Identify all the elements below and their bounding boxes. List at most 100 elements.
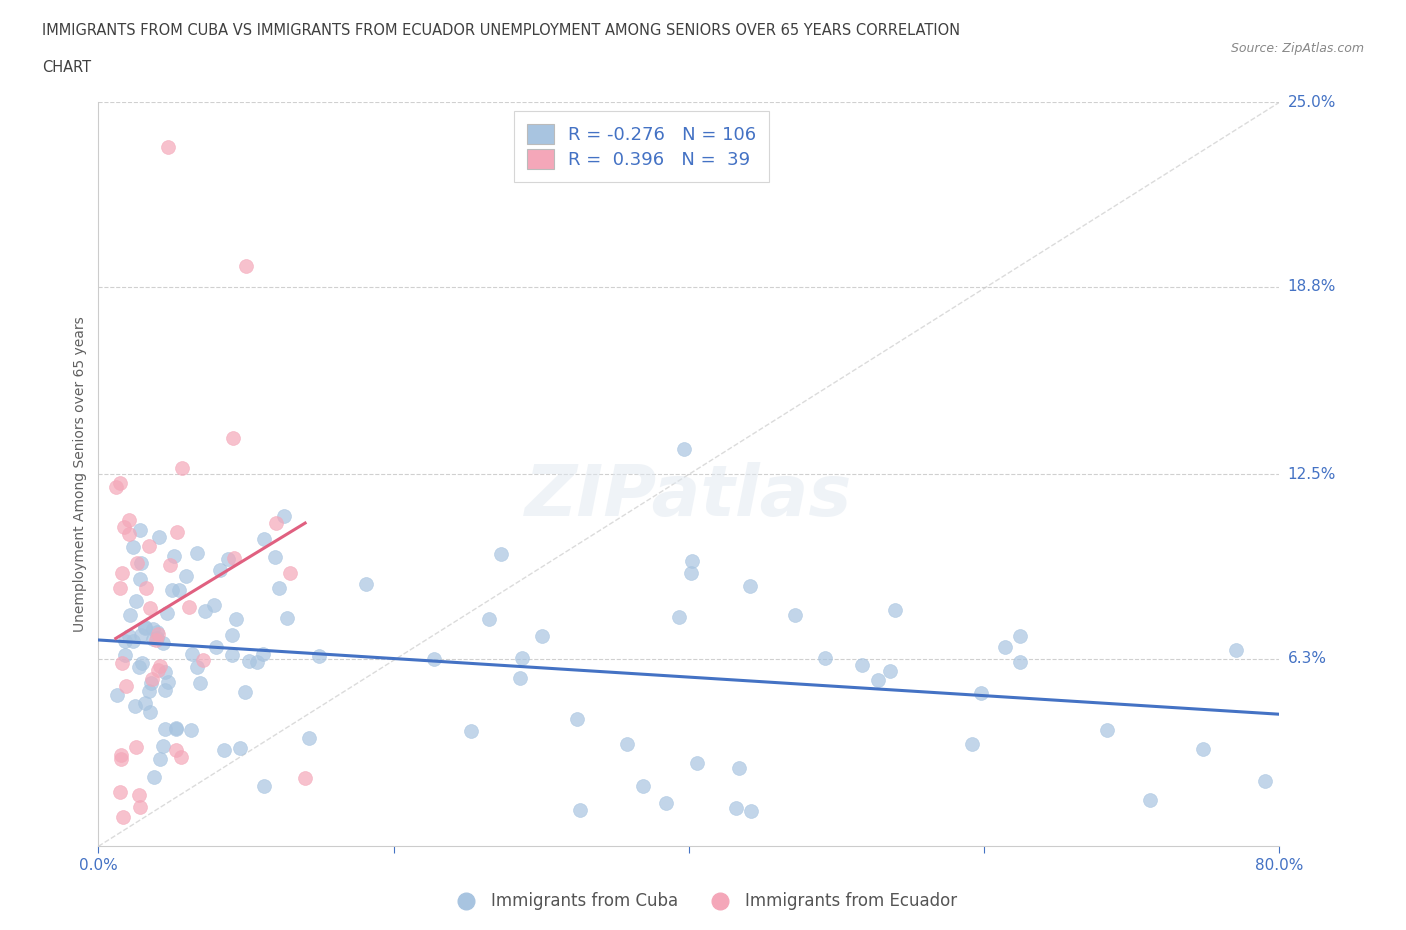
Point — [146, 626, 169, 641]
Point — [686, 755, 709, 770]
Point — [118, 628, 141, 643]
Point — [176, 568, 198, 583]
Point — [125, 593, 148, 608]
Point — [152, 738, 174, 753]
Point — [131, 656, 153, 671]
Point — [142, 631, 165, 646]
Point — [165, 722, 187, 737]
Point — [181, 646, 204, 661]
Point — [188, 675, 211, 690]
Point — [238, 654, 260, 669]
Point — [141, 671, 163, 686]
Point — [294, 770, 316, 785]
Point — [264, 550, 287, 565]
Point — [124, 698, 146, 713]
Point — [186, 660, 208, 675]
Point — [193, 652, 215, 667]
Point — [159, 558, 181, 573]
Point — [994, 640, 1017, 655]
Point — [724, 801, 747, 816]
Point — [145, 633, 167, 648]
Point — [180, 723, 202, 737]
Point — [142, 621, 165, 636]
Point — [214, 743, 236, 758]
Point — [252, 778, 274, 793]
Text: ZIPatlas: ZIPatlas — [526, 462, 852, 531]
Point — [962, 737, 984, 751]
Point — [222, 431, 245, 445]
Point — [728, 760, 751, 775]
Point — [616, 737, 638, 751]
Point — [128, 660, 150, 675]
Point — [354, 577, 377, 591]
Point — [155, 682, 177, 697]
Text: IMMIGRANTS FROM CUBA VS IMMIGRANTS FROM ECUADOR UNEMPLOYMENT AMONG SENIORS OVER : IMMIGRANTS FROM CUBA VS IMMIGRANTS FROM … — [42, 23, 960, 38]
Point — [156, 140, 179, 154]
Point — [1225, 643, 1247, 658]
Point — [111, 809, 134, 824]
Point — [155, 665, 177, 680]
Point — [508, 671, 530, 685]
Point — [253, 532, 276, 547]
Point — [110, 748, 132, 763]
Point — [125, 739, 148, 754]
Point — [681, 565, 703, 580]
Point — [165, 742, 187, 757]
Point — [814, 650, 837, 665]
Point — [146, 631, 169, 645]
Point — [308, 649, 330, 664]
Point — [568, 803, 591, 817]
Legend: Immigrants from Cuba, Immigrants from Ecuador: Immigrants from Cuba, Immigrants from Ec… — [443, 885, 963, 917]
Y-axis label: Unemployment Among Seniors over 65 years: Unemployment Among Seniors over 65 years — [73, 316, 87, 632]
Point — [129, 523, 152, 538]
Point — [460, 724, 482, 738]
Point — [423, 651, 446, 666]
Point — [252, 647, 274, 662]
Point — [129, 555, 152, 570]
Text: 12.5%: 12.5% — [1288, 467, 1336, 482]
Point — [110, 475, 132, 490]
Text: CHART: CHART — [42, 60, 91, 75]
Point — [1008, 655, 1031, 670]
Point — [139, 601, 162, 616]
Point — [128, 787, 150, 802]
Point — [152, 636, 174, 651]
Point — [149, 659, 172, 674]
Point — [111, 565, 134, 580]
Point — [740, 804, 762, 818]
Point — [186, 545, 208, 560]
Point — [167, 582, 190, 597]
Point — [170, 750, 193, 764]
Point — [738, 578, 761, 593]
Point — [681, 554, 703, 569]
Point — [142, 770, 165, 785]
Point — [668, 609, 690, 624]
Point — [104, 480, 127, 495]
Point — [153, 722, 176, 737]
Point — [170, 460, 193, 475]
Point — [225, 612, 247, 627]
Point — [165, 720, 187, 735]
Point — [110, 784, 132, 799]
Point — [246, 655, 269, 670]
Point — [631, 778, 654, 793]
Point — [565, 711, 588, 726]
Legend: R = -0.276   N = 106, R =  0.396   N =  39: R = -0.276 N = 106, R = 0.396 N = 39 — [515, 112, 769, 181]
Point — [655, 795, 678, 810]
Point — [512, 651, 534, 666]
Point — [148, 530, 170, 545]
Point — [1095, 723, 1118, 737]
Point — [273, 509, 295, 524]
Point — [970, 685, 993, 700]
Text: 6.3%: 6.3% — [1288, 651, 1327, 666]
Point — [118, 512, 141, 527]
Point — [129, 572, 152, 587]
Point — [129, 627, 152, 642]
Point — [105, 687, 128, 702]
Point — [108, 580, 131, 595]
Point — [121, 634, 143, 649]
Point — [276, 610, 298, 625]
Point — [673, 442, 696, 457]
Point — [783, 607, 806, 622]
Point — [118, 607, 141, 622]
